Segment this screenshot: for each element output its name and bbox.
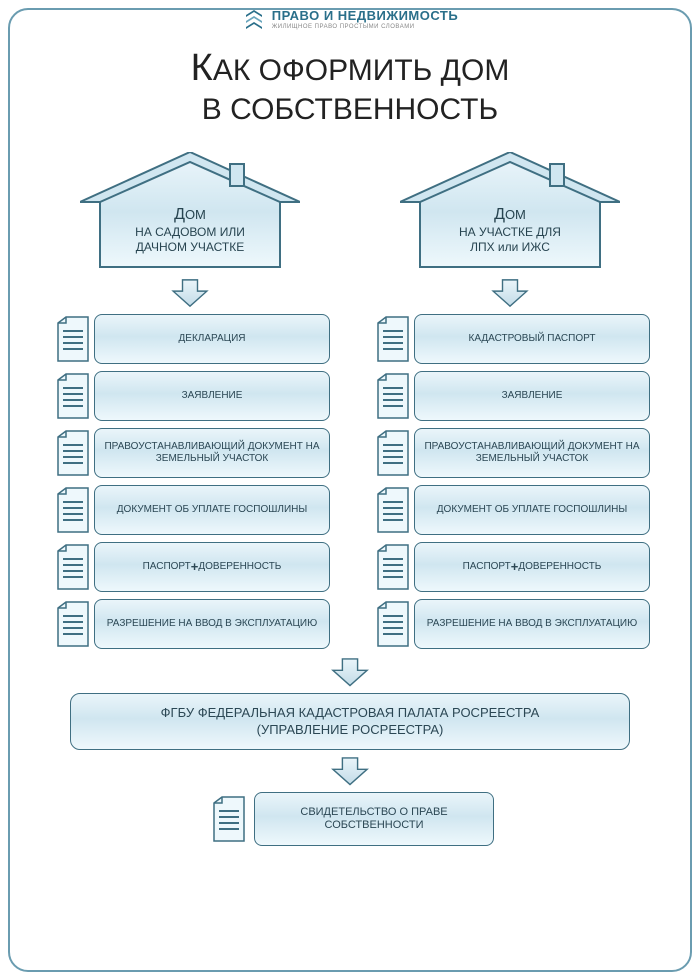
doc-item: ПРАВОУСТАНАВЛИВАЮЩИЙ ДОКУМЕНТ НА ЗЕМЕЛЬН…: [50, 428, 330, 478]
doc-label: ЗАЯВЛЕНИЕ: [94, 371, 330, 421]
column-left: ДОМ НА САДОВОМ ИЛИ ДАЧНОМ УЧАСТКЕ ДЕКЛАР…: [50, 152, 330, 649]
document-icon: [50, 314, 94, 364]
document-icon: [370, 314, 414, 364]
doc-item: РАЗРЕШЕНИЕ НА ВВОД В ЭКСПЛУАТАЦИЮ: [370, 599, 650, 649]
document-icon: [370, 542, 414, 592]
logo: ПРАВО И НЕДВИЖИМОСТЬ ЖИЛИЩНОЕ ПРАВО ПРОС…: [236, 8, 464, 31]
doc-item: ПАСПОРТ + ДОВЕРЕННОСТЬ: [370, 542, 650, 592]
doc-item: КАДАСТРОВЫЙ ПАСПОРТ: [370, 314, 650, 364]
document-icon: [370, 485, 414, 535]
doc-item: ЗАЯВЛЕНИЕ: [50, 371, 330, 421]
doc-label: РАЗРЕШЕНИЕ НА ВВОД В ЭКСПЛУАТАЦИЮ: [94, 599, 330, 649]
doc-label: ДОКУМЕНТ ОБ УПЛАТЕ ГОСПОШЛИНЫ: [414, 485, 650, 535]
doc-item: ПРАВОУСТАНАВЛИВАЮЩИЙ ДОКУМЕНТ НА ЗЕМЕЛЬН…: [370, 428, 650, 478]
document-icon: [370, 371, 414, 421]
arrow-down-icon: [491, 278, 529, 308]
doc-list-left: ДЕКЛАРАЦИЯ ЗАЯВЛЕНИЕ ПРАВОУСТАНАВЛИВАЮЩИЙ …: [50, 314, 330, 649]
column-right: ДОМ НА УЧАСТКЕ ДЛЯ ЛПХ или ИЖС КАДАСТРОВ…: [370, 152, 650, 649]
doc-label: ДОКУМЕНТ ОБ УПЛАТЕ ГОСПОШЛИНЫ: [94, 485, 330, 535]
document-icon: [50, 371, 94, 421]
logo-title: ПРАВО И НЕДВИЖИМОСТЬ: [272, 9, 458, 22]
logo-icon: [242, 8, 266, 31]
doc-label: ПАСПОРТ + ДОВЕРЕННОСТЬ: [94, 542, 330, 592]
content: КАК ОФОРМИТЬ ДОМ В СОБСТВЕННОСТЬ ДОМ: [10, 10, 690, 970]
doc-label: ЗАЯВЛЕНИЕ: [414, 371, 650, 421]
doc-label: КАДАСТРОВЫЙ ПАСПОРТ: [414, 314, 650, 364]
doc-label: ПРАВОУСТАНАВЛИВАЮЩИЙ ДОКУМЕНТ НА ЗЕМЕЛЬН…: [94, 428, 330, 478]
doc-list-right: КАДАСТРОВЫЙ ПАСПОРТ ЗАЯВЛЕНИЕ ПРАВОУСТАНАВ…: [370, 314, 650, 649]
doc-label: РАЗРЕШЕНИЕ НА ВВОД В ЭКСПЛУАТАЦИЮ: [414, 599, 650, 649]
document-icon: [50, 485, 94, 535]
doc-label: ПРАВОУСТАНАВЛИВАЮЩИЙ ДОКУМЕНТ НА ЗЕМЕЛЬН…: [414, 428, 650, 478]
document-icon: [206, 795, 250, 843]
page-frame: ПРАВО И НЕДВИЖИМОСТЬ ЖИЛИЩНОЕ ПРАВО ПРОС…: [8, 8, 692, 972]
doc-item: ЗАЯВЛЕНИЕ: [370, 371, 650, 421]
doc-label: ПАСПОРТ + ДОВЕРЕННОСТЬ: [414, 542, 650, 592]
doc-item: ДОКУМЕНТ ОБ УПЛАТЕ ГОСПОШЛИНЫ: [370, 485, 650, 535]
house-left: ДОМ НА САДОВОМ ИЛИ ДАЧНОМ УЧАСТКЕ: [80, 152, 300, 272]
final-label: СВИДЕТЕЛЬСТВО О ПРАВЕ СОБСТВЕННОСТИ: [254, 792, 494, 846]
logo-subtitle: ЖИЛИЩНОЕ ПРАВО ПРОСТЫМИ СЛОВАМИ: [272, 24, 458, 30]
document-icon: [370, 428, 414, 478]
document-icon: [50, 599, 94, 649]
document-icon: [50, 542, 94, 592]
doc-item: ПАСПОРТ + ДОВЕРЕННОСТЬ: [50, 542, 330, 592]
arrow-down-icon: [331, 657, 369, 687]
final-doc: СВИДЕТЕЛЬСТВО О ПРАВЕ СОБСТВЕННОСТИ: [206, 792, 494, 846]
document-icon: [50, 428, 94, 478]
registry-box: ФГБУ ФЕДЕРАЛЬНАЯ КАДАСТРОВАЯ ПАЛАТА РОСР…: [70, 693, 630, 750]
header: ПРАВО И НЕДВИЖИМОСТЬ ЖИЛИЩНОЕ ПРАВО ПРОС…: [10, 8, 690, 31]
doc-item: ДЕКЛАРАЦИЯ: [50, 314, 330, 364]
house-right: ДОМ НА УЧАСТКЕ ДЛЯ ЛПХ или ИЖС: [400, 152, 620, 272]
columns: ДОМ НА САДОВОМ ИЛИ ДАЧНОМ УЧАСТКЕ ДЕКЛАР…: [38, 152, 662, 649]
doc-item: РАЗРЕШЕНИЕ НА ВВОД В ЭКСПЛУАТАЦИЮ: [50, 599, 330, 649]
doc-item: ДОКУМЕНТ ОБ УПЛАТЕ ГОСПОШЛИНЫ: [50, 485, 330, 535]
doc-label: ДЕКЛАРАЦИЯ: [94, 314, 330, 364]
document-icon: [370, 599, 414, 649]
arrow-down-icon: [171, 278, 209, 308]
page-title: КАК ОФОРМИТЬ ДОМ В СОБСТВЕННОСТЬ: [191, 46, 510, 128]
arrow-down-icon: [331, 756, 369, 786]
